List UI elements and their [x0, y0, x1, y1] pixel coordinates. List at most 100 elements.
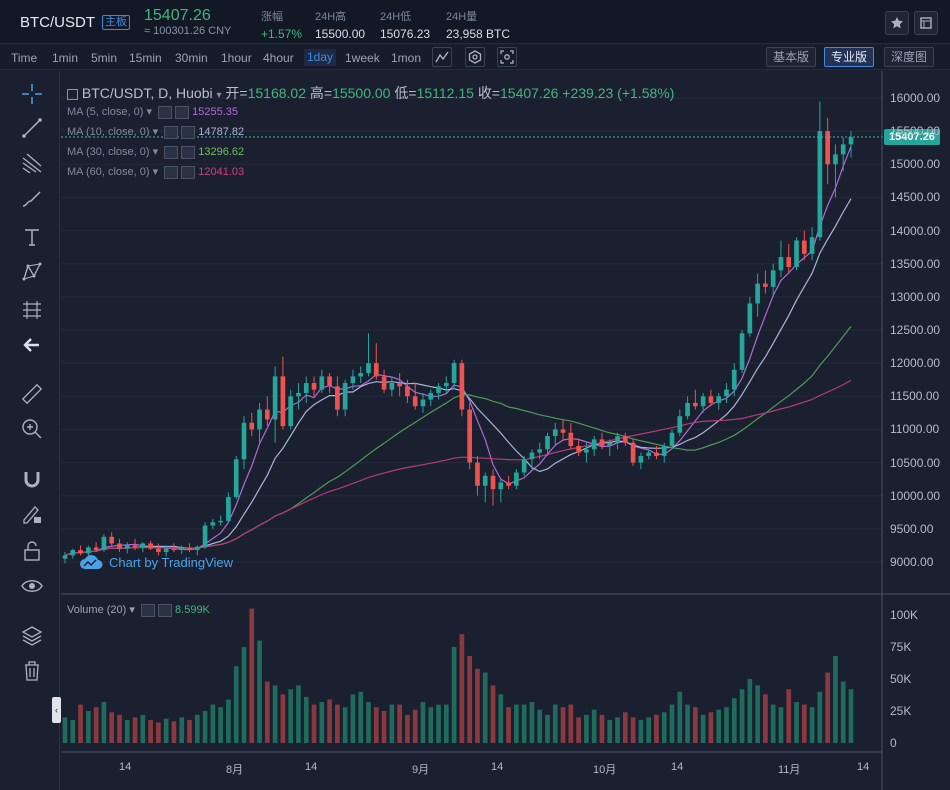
candle: [498, 479, 504, 503]
main-board-badge: 主板: [102, 15, 130, 30]
close-icon[interactable]: [157, 603, 172, 617]
ma10-legend: MA (10, close, 0) ▾ 14787.82: [67, 125, 244, 139]
chevron-down-icon[interactable]: ▾: [216, 90, 222, 101]
tf-time[interactable]: Time: [11, 51, 38, 65]
back-tool[interactable]: [20, 333, 44, 357]
pattern-tool[interactable]: [20, 260, 44, 284]
candle: [825, 117, 830, 185]
basic-version-button[interactable]: 基本版: [766, 47, 817, 67]
chevron-down-icon[interactable]: ▾: [152, 146, 159, 158]
candle: [342, 379, 348, 417]
candle-body: [833, 154, 838, 165]
volume-bar: [62, 717, 68, 743]
candle: [335, 376, 340, 417]
tf-5min[interactable]: 5min: [91, 51, 118, 65]
candle-body: [731, 369, 737, 390]
crosshair-tool[interactable]: [20, 82, 44, 106]
candle-body: [288, 396, 294, 427]
magnet-tool[interactable]: [20, 467, 44, 491]
chevron-down-icon[interactable]: ▾: [152, 126, 159, 138]
favorite-button[interactable]: [885, 11, 909, 35]
trend-line-tool[interactable]: [20, 116, 44, 140]
settings-icon[interactable]: [164, 165, 179, 179]
ma-label[interactable]: MA (5, close, 0): [67, 106, 144, 118]
zoom-in-tool[interactable]: [20, 417, 44, 441]
fib-tool[interactable]: [20, 151, 44, 175]
remove-drawings-tool[interactable]: [20, 659, 44, 683]
candle-body: [241, 422, 247, 460]
change-value: +239.23 (+1.58%): [562, 85, 675, 101]
chevron-down-icon[interactable]: ▾: [146, 106, 153, 118]
pair-name[interactable]: BTC/USDT: [20, 14, 95, 31]
screenshot-button[interactable]: [497, 47, 517, 67]
volume-bar: [101, 702, 107, 743]
volume-bar: [412, 709, 418, 743]
text-tool[interactable]: [20, 225, 44, 249]
candle: [451, 359, 457, 390]
tf-15min[interactable]: 15min: [129, 51, 162, 65]
fullscreen-button[interactable]: [914, 11, 938, 35]
candle-body: [840, 144, 846, 155]
close-icon[interactable]: [181, 125, 196, 139]
settings-icon[interactable]: [140, 603, 155, 617]
volume-bar: [576, 717, 581, 743]
layers-tool[interactable]: [20, 624, 44, 648]
volume-bar: [825, 672, 830, 743]
indicator-settings-button[interactable]: [465, 47, 485, 67]
lock-drawing-tool[interactable]: [20, 502, 44, 526]
volume-label[interactable]: Volume (20): [67, 604, 127, 616]
candle: [373, 343, 379, 380]
candle-body: [420, 399, 426, 407]
candle-body: [327, 376, 332, 387]
cny-price: ≈ 100301.26 CNY: [144, 25, 232, 37]
collapse-toolbar-button[interactable]: ‹: [52, 697, 61, 723]
lock-all-tool[interactable]: [20, 539, 44, 563]
tf-1min[interactable]: 1min: [52, 51, 79, 65]
tf-4hour[interactable]: 4hour: [263, 51, 294, 65]
pro-version-button[interactable]: 专业版: [824, 47, 875, 67]
cloud-logo-icon: [80, 555, 103, 569]
candle: [148, 540, 153, 551]
legend-symbol[interactable]: BTC/USDT, D, Huobi: [81, 85, 213, 101]
volume-bar: [693, 707, 698, 743]
chart-canvas[interactable]: [61, 71, 950, 790]
close-icon[interactable]: [175, 105, 190, 119]
candle-body: [156, 548, 161, 553]
candle-body: [265, 409, 270, 420]
ma-label[interactable]: MA (30, close, 0): [67, 146, 150, 158]
price-chart[interactable]: BTC/USDT, D, Huobi ▾ 开=15168.02 高=15500.…: [52, 71, 950, 790]
volume-bar: [459, 634, 465, 743]
tf-30min[interactable]: 30min: [175, 51, 208, 65]
candle: [405, 379, 410, 403]
time-tick: 14: [857, 761, 870, 773]
settings-icon[interactable]: [158, 105, 173, 119]
settings-icon[interactable]: [164, 125, 179, 139]
ma-label[interactable]: MA (60, close, 0): [67, 166, 150, 178]
tf-1mon[interactable]: 1mon: [391, 51, 422, 65]
tf-1day[interactable]: 1day: [304, 49, 337, 66]
low-label: 低=: [394, 85, 417, 101]
ma-label[interactable]: MA (10, close, 0): [67, 126, 150, 138]
brush-tool[interactable]: [20, 187, 44, 211]
collapse-legend-icon[interactable]: [67, 88, 78, 100]
tf-1hour[interactable]: 1hour: [221, 51, 252, 65]
candle: [560, 419, 566, 440]
hide-drawings-tool[interactable]: [20, 574, 44, 598]
price-tick: 9500.00: [890, 521, 934, 536]
candle-body: [467, 409, 473, 463]
ruler-tool[interactable]: [20, 382, 44, 406]
chevron-down-icon[interactable]: ▾: [152, 166, 159, 178]
tf-1week[interactable]: 1week: [345, 51, 380, 65]
depth-chart-button[interactable]: 深度图: [884, 47, 935, 67]
volume-bar: [70, 719, 76, 743]
close-icon[interactable]: [181, 165, 196, 179]
candle-body: [350, 376, 356, 384]
chevron-down-icon[interactable]: ▾: [129, 604, 135, 616]
chart-type-button[interactable]: [432, 47, 452, 67]
price-tick: 14500.00: [890, 190, 941, 205]
measure-tool[interactable]: [20, 298, 44, 322]
tradingview-branding[interactable]: Chart by TradingView: [79, 554, 233, 570]
close-icon[interactable]: [181, 145, 196, 159]
candle-body: [381, 376, 387, 390]
settings-icon[interactable]: [164, 145, 179, 159]
